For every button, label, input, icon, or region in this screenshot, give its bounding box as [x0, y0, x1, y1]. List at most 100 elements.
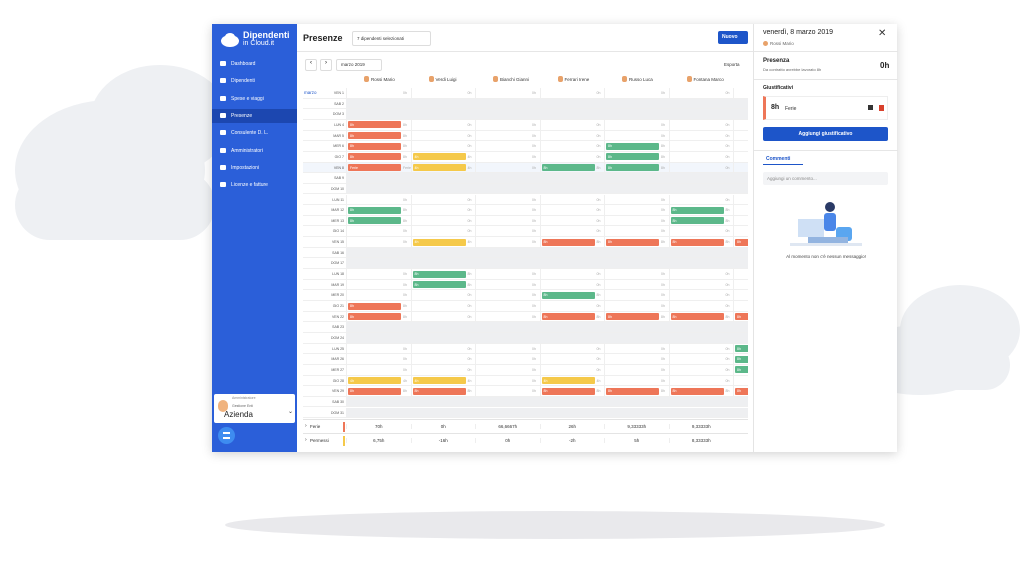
menu-button[interactable] [218, 427, 235, 444]
status-bar[interactable]: 8h [541, 387, 595, 395]
status-bar[interactable]: 8h [348, 302, 401, 310]
cell-border [539, 375, 541, 387]
cell-hours: 0h [467, 367, 472, 372]
cell-border [604, 301, 605, 312]
cell-hours: 0h [725, 282, 730, 287]
status-bar[interactable]: 8h [412, 387, 466, 395]
cell-hours: 0h [596, 282, 601, 287]
nav-item[interactable]: Amministratori [212, 144, 297, 158]
new-button[interactable]: Nuovo [718, 31, 748, 44]
edit-icon[interactable] [868, 105, 873, 110]
cell-hours: 8h [350, 389, 354, 394]
status-bar[interactable]: Ferie [348, 164, 401, 172]
close-button[interactable]: ✕ [878, 28, 887, 39]
status-bar[interactable]: 8h [348, 132, 401, 140]
user-card[interactable]: Amministratore Gestione Enti Azienda ⌄ [214, 394, 295, 423]
nav-item[interactable]: Dipendenti [212, 74, 297, 88]
status-bar[interactable]: 8h [541, 164, 595, 172]
status-bar[interactable]: 8h [606, 164, 659, 172]
cell-hours-right: 8h [596, 165, 601, 170]
status-bar[interactable]: 8h [606, 387, 659, 395]
cell-hours: 8h [543, 389, 548, 394]
status-bar[interactable]: 8h [348, 142, 401, 150]
status-bar[interactable]: 4h [412, 377, 466, 385]
status-bar[interactable]: 8h [348, 153, 401, 161]
cell-hours-right: 8h [661, 389, 665, 394]
status-bar[interactable]: 8h [670, 313, 724, 321]
status-bar[interactable]: 8h [735, 345, 748, 353]
status-bar[interactable]: 8h [541, 238, 595, 246]
status-bar[interactable]: 8h [348, 121, 401, 129]
cell-hours-right: 8h [467, 389, 472, 394]
status-bar[interactable]: 8h [606, 238, 659, 246]
cell-border [539, 130, 541, 142]
employee-selector[interactable]: 7 dipendenti selezionati [352, 31, 431, 46]
month-picker[interactable]: marzo 2019 [336, 59, 382, 71]
status-bar[interactable]: 8h [670, 206, 724, 214]
cell-hours: 0h [532, 197, 536, 202]
status-bar[interactable]: 8h [541, 291, 595, 299]
status-bar[interactable]: 8h [670, 387, 724, 395]
cell-border [475, 237, 476, 248]
nav-item[interactable]: Licenze e fatture [212, 178, 297, 192]
employee-name: Bianchi Gianni [500, 77, 530, 82]
status-bar[interactable]: 8h [735, 313, 748, 321]
status-bar[interactable]: 8h [348, 313, 401, 321]
nav-item[interactable]: Impostazioni [212, 161, 297, 175]
status-bar[interactable]: 8h [606, 313, 659, 321]
cell-hours-right: 8h [403, 144, 407, 149]
next-month[interactable]: › [320, 59, 332, 71]
cell-hours-right: 8h [403, 389, 407, 394]
justifications-title: Giustificativi [763, 85, 794, 91]
cell-hours: 0h [467, 122, 472, 127]
status-bar[interactable]: 8h [348, 206, 401, 214]
nav-item[interactable]: Presenze [212, 108, 297, 123]
cell-border [346, 290, 347, 301]
nav-item[interactable]: Spese e viaggi [212, 92, 297, 106]
cell-hours: 8h [608, 240, 612, 245]
nav-item[interactable]: Consulente D. L. [212, 126, 297, 140]
cell-border [604, 162, 605, 174]
status-bar[interactable]: 8h [412, 281, 466, 289]
export-button[interactable]: Esporta [724, 62, 740, 67]
cell-hours: 0h [596, 304, 601, 308]
status-bar[interactable]: 8h [735, 366, 748, 374]
status-bar[interactable]: 8h [670, 217, 724, 225]
comments-tab[interactable]: Commenti [763, 154, 803, 165]
nav-icon [220, 182, 226, 188]
cell-border [733, 130, 734, 142]
cell-hours-right: 8h [725, 208, 730, 213]
status-bar[interactable]: 8h [735, 355, 748, 363]
cell-hours-right: 4h [467, 154, 472, 159]
status-bar[interactable]: 8h [735, 387, 748, 395]
cell-hours: 0h [596, 154, 601, 159]
weekend-band [346, 258, 748, 269]
status-bar[interactable]: 4h [412, 153, 466, 161]
nav-item[interactable]: Dashboard [212, 57, 297, 71]
cell-hours: 0h [661, 357, 665, 362]
prev-month[interactable]: ‹ [305, 59, 317, 71]
status-bar[interactable]: 8h [606, 142, 659, 150]
summary-row[interactable]: › Ferie 70h 0h 66,6667h 26h 9,33333h 9,33333h [303, 419, 748, 433]
status-bar[interactable]: 8h [541, 313, 595, 321]
status-bar[interactable]: 8h [670, 238, 724, 246]
add-justification-button[interactable]: Aggiungi giustificativo [763, 127, 888, 141]
status-bar[interactable]: 4h [541, 377, 595, 385]
cell-border [733, 194, 734, 206]
day-row: SAB 9 [303, 173, 748, 184]
status-bar[interactable]: 8h [606, 153, 659, 161]
status-bar[interactable]: 4h [412, 164, 466, 172]
status-bar[interactable]: 4h [412, 238, 466, 246]
status-bar[interactable]: 8h [412, 270, 466, 278]
status-bar[interactable]: 8h [348, 387, 401, 395]
cell-border [604, 119, 605, 131]
status-bar[interactable]: 8h [735, 238, 748, 246]
status-bar[interactable]: 4h [348, 377, 401, 385]
justification-card[interactable]: 8h Ferie [763, 96, 888, 120]
comment-input[interactable]: Aggiungi un commento... [763, 172, 888, 185]
summary-row[interactable]: › Permessi 6,75h -16h 0h -2h 5h 8,33333h [303, 433, 748, 446]
status-bar[interactable]: 8h [348, 217, 401, 225]
summary-value: 0h [475, 438, 540, 444]
cell-hours-right: 4h [403, 378, 407, 383]
delete-icon[interactable] [879, 105, 884, 111]
